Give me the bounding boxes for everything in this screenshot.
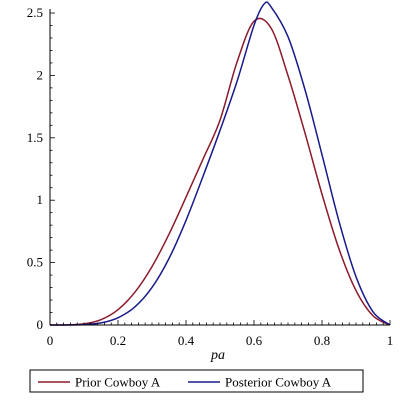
plot-area — [49, 1, 391, 326]
x-tick-label: 0.6 — [246, 333, 263, 348]
x-tick-label: 0.4 — [178, 333, 195, 348]
y-tick-label: 2.5 — [27, 5, 43, 20]
y-tick-label: 0.5 — [27, 255, 43, 270]
legend-label: Prior Cowboy A — [75, 375, 161, 390]
axes: 0 0.2 0.4 0.6 0.8 1 0 0.5 1 1.5 2 2.5 — [27, 5, 394, 348]
legend-box — [29, 369, 364, 393]
y-tick-label: 0 — [37, 317, 44, 332]
y-tick-label: 1.5 — [27, 130, 43, 145]
x-tick-label: 0.8 — [314, 333, 330, 348]
x-tick-label: 0 — [47, 333, 54, 348]
x-tick-label: 1 — [387, 333, 394, 348]
x-tick-label: 0.2 — [110, 333, 126, 348]
series-line-posterior-cowboy-a — [49, 1, 391, 326]
x-axis-title: pa — [210, 348, 225, 363]
legend: Prior Cowboy A Posterior Cowboy A — [29, 369, 364, 393]
y-tick-label: 2 — [37, 67, 44, 82]
series-line-prior-cowboy-a — [49, 17, 391, 326]
y-tick-label: 1 — [37, 192, 44, 207]
legend-label: Posterior Cowboy A — [225, 375, 332, 390]
